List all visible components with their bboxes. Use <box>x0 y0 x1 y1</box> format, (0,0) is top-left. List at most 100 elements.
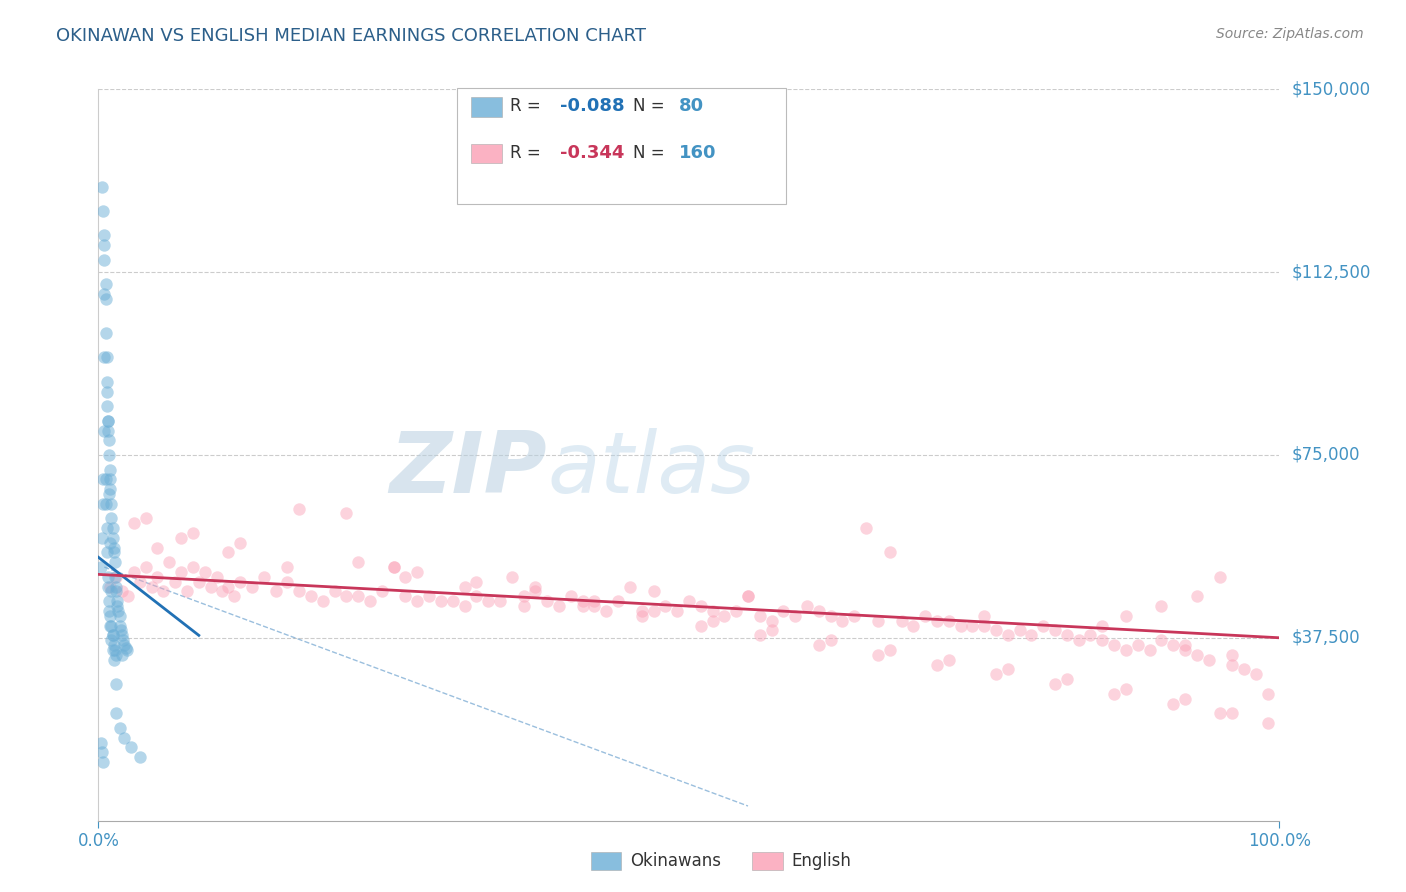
Point <box>1244 667 1267 681</box>
Point <box>347 590 370 604</box>
Text: R =: R = <box>510 144 547 161</box>
Point <box>512 590 534 604</box>
Point <box>146 541 169 555</box>
Text: 80: 80 <box>679 97 704 115</box>
Point <box>725 604 748 618</box>
Point <box>1161 697 1184 711</box>
Point <box>1198 653 1220 667</box>
Text: 160: 160 <box>679 144 717 161</box>
Point <box>96 521 118 535</box>
Point <box>879 643 901 657</box>
Point <box>477 594 499 608</box>
Point <box>406 565 429 579</box>
Point <box>973 618 995 632</box>
Point <box>984 667 1007 681</box>
Text: N =: N = <box>633 97 669 115</box>
Point <box>100 511 122 525</box>
Point <box>253 570 276 584</box>
Point <box>187 574 209 589</box>
Point <box>93 252 115 267</box>
Point <box>335 590 357 604</box>
Point <box>1185 590 1208 604</box>
Point <box>97 424 120 438</box>
Point <box>1161 638 1184 652</box>
Point <box>152 584 174 599</box>
Point <box>205 570 228 584</box>
Point <box>1008 624 1031 638</box>
Text: R =: R = <box>510 97 547 115</box>
Point <box>938 614 960 628</box>
Point <box>323 584 346 599</box>
Point <box>453 580 475 594</box>
Point <box>1067 633 1090 648</box>
Point <box>98 580 121 594</box>
Point <box>98 462 121 476</box>
Point <box>240 580 263 594</box>
Text: $150,000: $150,000 <box>1291 80 1371 98</box>
Point <box>93 351 115 365</box>
Point <box>1115 643 1137 657</box>
Point <box>112 638 135 652</box>
Point <box>1220 706 1243 721</box>
Point <box>101 628 124 642</box>
Point <box>98 482 121 496</box>
Point <box>98 472 121 486</box>
Point <box>796 599 818 613</box>
Point <box>93 228 115 243</box>
Text: atlas: atlas <box>547 428 755 511</box>
Point <box>141 580 163 594</box>
Point <box>441 594 464 608</box>
Point <box>98 535 121 549</box>
Point <box>94 277 117 292</box>
Point <box>418 590 440 604</box>
Point <box>105 580 128 594</box>
Text: English: English <box>792 852 852 870</box>
Point <box>1233 663 1256 677</box>
Point <box>91 472 114 486</box>
Point <box>165 574 187 589</box>
Point <box>181 560 204 574</box>
Point <box>583 594 606 608</box>
Point <box>1209 706 1232 721</box>
Point <box>820 608 842 623</box>
Point <box>103 638 125 652</box>
Point <box>105 570 128 584</box>
Point <box>211 584 233 599</box>
Point <box>91 531 114 545</box>
Point <box>820 633 842 648</box>
Point <box>217 545 239 559</box>
Point <box>111 648 134 662</box>
Point <box>108 608 131 623</box>
Point <box>97 570 120 584</box>
Point <box>962 618 984 632</box>
Point <box>1139 643 1161 657</box>
Point <box>1043 677 1066 691</box>
Point <box>583 599 606 613</box>
Point <box>135 560 157 574</box>
Point <box>465 590 488 604</box>
Point <box>1257 687 1279 701</box>
Point <box>925 614 948 628</box>
Point <box>135 511 157 525</box>
Text: Okinawans: Okinawans <box>630 852 721 870</box>
Point <box>96 375 118 389</box>
Point <box>997 628 1019 642</box>
Point <box>229 574 252 589</box>
Point <box>1220 657 1243 672</box>
Text: $75,000: $75,000 <box>1291 446 1360 464</box>
Point <box>112 731 135 745</box>
Point <box>103 545 125 559</box>
Point <box>997 663 1019 677</box>
Point <box>903 618 925 632</box>
Point <box>761 614 783 628</box>
Point <box>1102 687 1125 701</box>
Point <box>94 326 117 340</box>
Point <box>571 594 593 608</box>
Point <box>630 604 652 618</box>
Point <box>1080 628 1102 642</box>
Point <box>595 604 617 618</box>
Point <box>100 584 122 599</box>
Point <box>501 570 523 584</box>
Point <box>105 599 128 613</box>
Point <box>406 594 429 608</box>
